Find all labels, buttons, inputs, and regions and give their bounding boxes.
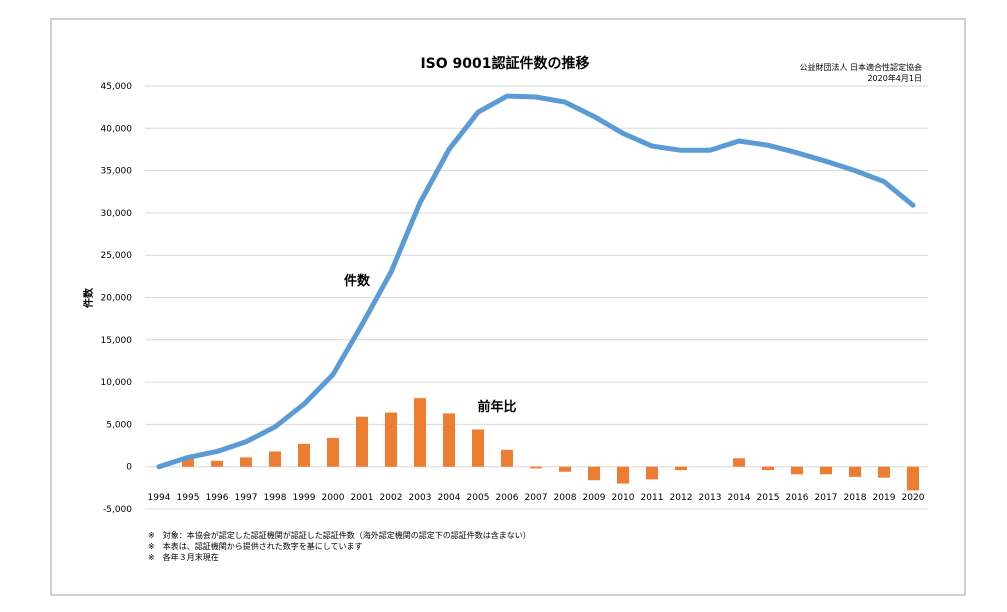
publisher: 公益財団法人 日本適合性認定協会 [799, 62, 922, 72]
x-tick-label: 2016 [786, 493, 809, 503]
x-tick-label: 2013 [699, 493, 722, 503]
bar [617, 466, 629, 484]
x-tick-label: 2003 [409, 493, 432, 503]
bar [472, 429, 484, 467]
x-tick-label: 2015 [757, 493, 780, 503]
bar [588, 466, 600, 481]
y-tick-label: 30,000 [101, 209, 133, 219]
bar [414, 398, 426, 467]
note-3: ※ 各年３月末現在 [148, 552, 219, 562]
x-tick-label: 2012 [670, 493, 693, 503]
x-tick-label: 2007 [525, 493, 548, 503]
x-tick-label: 2017 [815, 493, 838, 503]
x-tick-label: 2020 [902, 493, 925, 503]
bar [646, 466, 658, 480]
y-tick-label: 25,000 [101, 251, 133, 261]
y-tick-label: 10,000 [101, 378, 133, 388]
bar [240, 457, 252, 467]
bar [530, 466, 542, 469]
y-tick-label: 0 [126, 463, 132, 473]
x-tick-label: 2009 [583, 493, 606, 503]
y-tick-label: 45,000 [101, 82, 133, 92]
bar [849, 466, 861, 477]
y-tick-label: 20,000 [101, 294, 133, 304]
note-2: ※ 本表は、認証機関から提供された数字を基にしています [148, 541, 362, 551]
bar [820, 466, 832, 475]
bar [298, 443, 310, 467]
x-tick-label: 1998 [264, 493, 287, 503]
line-series-label: 件数 [344, 273, 371, 289]
bar [559, 466, 571, 472]
x-tick-label: 2011 [641, 493, 664, 503]
x-tick-label: 2019 [873, 493, 896, 503]
bar [182, 457, 194, 467]
bar [907, 466, 919, 491]
x-tick-label: 1994 [148, 493, 171, 503]
x-tick-label: 2014 [728, 493, 751, 503]
x-tick-label: 2006 [496, 493, 519, 503]
x-tick-label: 2002 [380, 493, 403, 503]
x-tick-label: 1997 [235, 493, 258, 503]
y-axis-label: 件数 [82, 287, 95, 308]
bar [327, 437, 339, 467]
x-tick-label: 2000 [322, 493, 345, 503]
bar [791, 466, 803, 475]
x-tick-label: 1999 [293, 493, 316, 503]
chart-frame [50, 18, 966, 596]
bar [211, 460, 223, 467]
x-tick-label: 2018 [844, 493, 867, 503]
date: 2020年4月1日 [867, 73, 922, 83]
y-tick-label: 5,000 [106, 420, 132, 430]
bar [356, 416, 368, 467]
y-tick-label: 40,000 [101, 124, 133, 134]
bar [385, 412, 397, 467]
bar [443, 413, 455, 467]
bar-series-label: 前年比 [477, 399, 516, 415]
bar [675, 466, 687, 471]
chart-title: ISO 9001認証件数の推移 [420, 55, 589, 72]
y-tick-label: 15,000 [101, 336, 133, 346]
y-tick-label: 35,000 [101, 167, 133, 177]
bar [762, 466, 774, 471]
bar [733, 458, 745, 467]
x-tick-label: 1995 [177, 493, 200, 503]
bar [878, 466, 890, 478]
note-1: ※ 対象：本協会が認定した認証機関が認証した認証件数（海外認定機関の認定下の認証… [148, 530, 531, 540]
x-tick-label: 1996 [206, 493, 229, 503]
x-tick-label: 2004 [438, 493, 461, 503]
x-tick-label: 2001 [351, 493, 374, 503]
x-tick-label: 2008 [554, 493, 577, 503]
y-tick-label: -5,000 [103, 505, 132, 515]
bar [501, 449, 513, 467]
bar [269, 451, 281, 467]
x-tick-label: 2005 [467, 493, 490, 503]
line-series [156, 93, 916, 470]
x-tick-label: 2010 [612, 493, 635, 503]
